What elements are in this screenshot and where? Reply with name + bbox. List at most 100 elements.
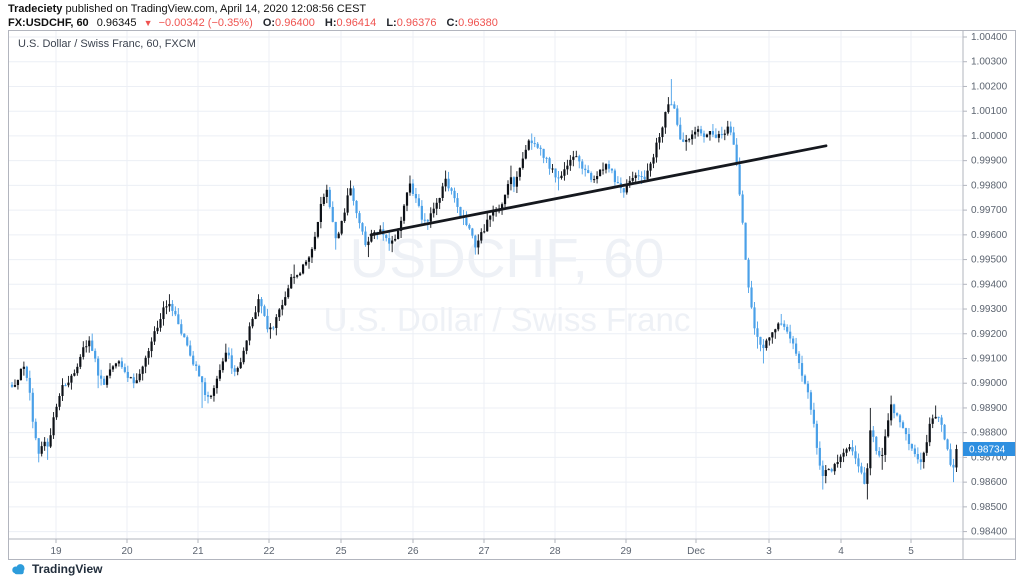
candle-body	[58, 395, 61, 407]
candle-body	[82, 347, 85, 357]
watermark-symbol: USDCHF, 60	[350, 227, 665, 289]
candle-body	[946, 439, 949, 450]
candle-body	[789, 331, 792, 339]
candle-body	[64, 385, 67, 387]
candle-body	[195, 364, 198, 366]
tradingview-attribution[interactable]: TradingView	[10, 562, 102, 576]
candle-body	[316, 221, 320, 237]
candle-body	[278, 309, 281, 318]
candle-body	[138, 373, 141, 381]
trendline[interactable]	[369, 144, 828, 237]
time-axis[interactable]	[9, 539, 963, 559]
candle-body	[685, 139, 688, 142]
candle-body	[224, 352, 227, 362]
candle-body	[28, 377, 31, 393]
candle-body	[806, 383, 810, 393]
candle-body	[723, 133, 726, 135]
candle-body	[821, 465, 824, 476]
candle-body	[756, 328, 759, 337]
candle-body	[272, 327, 275, 329]
candle-body	[293, 276, 296, 278]
candle-body	[174, 310, 177, 315]
close-label: C:	[446, 17, 459, 29]
candle-body	[281, 305, 284, 310]
candle-body	[955, 449, 958, 468]
candle-body	[890, 404, 893, 421]
candle-body	[13, 385, 17, 387]
candle-body	[587, 170, 590, 174]
price-axis[interactable]	[963, 31, 1015, 539]
candle-body	[590, 173, 593, 180]
candle-body	[263, 306, 266, 316]
candle-body	[943, 424, 946, 440]
candle-body	[625, 183, 628, 193]
pane-legend: U.S. Dollar / Swiss Franc, 60, FXCM	[18, 38, 196, 50]
price-tick-label: 0.99700	[971, 205, 1008, 216]
candle-body	[159, 319, 162, 328]
candle-body	[474, 235, 477, 248]
candle-body	[200, 376, 204, 383]
price-tick-label: 0.98900	[971, 403, 1008, 414]
candle-body	[301, 264, 305, 274]
candle-body	[753, 307, 756, 329]
candle-body	[777, 323, 780, 330]
candle-body	[287, 288, 290, 298]
candle-body	[560, 175, 563, 178]
chart-container[interactable]: USDCHF, 60 U.S. Dollar / Swiss Franc 1.004…	[8, 30, 1016, 560]
candle-body	[212, 388, 216, 396]
publish-header: Tradeciety published on TradingView.com,…	[8, 3, 498, 30]
price-tick-label: 0.99000	[971, 378, 1008, 389]
candle-body	[16, 380, 20, 386]
candle-body	[385, 234, 388, 239]
candle-body	[506, 184, 510, 195]
candle-body	[741, 194, 744, 223]
price-tick-label: 0.99400	[971, 279, 1008, 290]
candle-body	[869, 430, 872, 469]
candle-body	[857, 458, 860, 467]
candle-body	[117, 361, 121, 364]
candle-body	[512, 177, 516, 187]
candle-body	[209, 395, 213, 397]
candle-body	[913, 448, 916, 455]
candle-body	[702, 133, 706, 137]
candle-body	[792, 338, 795, 344]
close-value: 0.96380	[458, 17, 498, 29]
candle-body	[192, 355, 195, 365]
candle-body	[836, 462, 839, 465]
candle-body	[818, 447, 821, 466]
candle-body	[46, 441, 49, 447]
candle-body	[402, 205, 406, 221]
candle-body	[851, 447, 854, 452]
candle-body	[22, 366, 25, 369]
candle-body	[123, 367, 126, 372]
candle-body	[762, 344, 765, 349]
price-tick-label: 1.00200	[971, 81, 1008, 92]
candle-body	[343, 212, 346, 221]
candle-body	[774, 329, 777, 333]
price-tick-label: 0.99100	[971, 353, 1008, 364]
candle-body	[248, 326, 251, 341]
candle-body	[73, 373, 76, 376]
time-tick-label: 28	[549, 546, 561, 557]
time-tick-label: Dec	[687, 546, 705, 557]
candle-body	[649, 163, 652, 171]
candle-body	[786, 326, 789, 332]
candle-body	[447, 178, 450, 189]
chart-canvas[interactable]: USDCHF, 60 U.S. Dollar / Swiss Franc 1.004…	[9, 31, 1015, 559]
candle-body	[340, 220, 343, 234]
candle-body	[780, 323, 783, 325]
candle-body	[290, 277, 293, 289]
candle-body	[711, 131, 715, 135]
low-quote: L:0.96376	[386, 17, 436, 29]
candle-body	[536, 143, 539, 148]
candle-body	[717, 134, 720, 138]
candle-body	[218, 370, 221, 379]
price-tick-label: 0.98500	[971, 502, 1008, 513]
candle-body	[884, 436, 887, 455]
candle-body	[679, 124, 682, 140]
candle-body	[910, 444, 914, 449]
candle-body	[67, 382, 70, 386]
high-quote: H:0.96414	[325, 17, 376, 29]
candle-body	[604, 164, 608, 170]
candle-body	[310, 249, 314, 258]
